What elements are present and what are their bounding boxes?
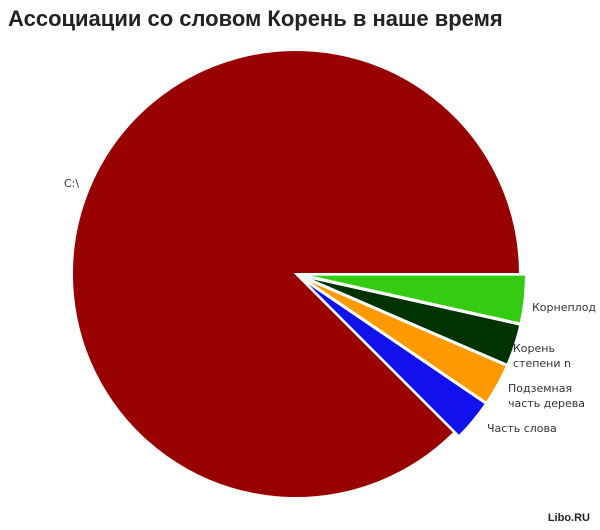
slice-label-1: Корнеплод <box>532 301 596 314</box>
slice-label-4: Часть слова <box>487 422 557 435</box>
pie-slice-2 <box>301 274 522 367</box>
pie-slice-1 <box>301 273 527 325</box>
watermark-logo: Libo.RU <box>547 512 590 524</box>
pie-slice-4 <box>299 276 488 438</box>
pie-slice-5 <box>71 49 522 499</box>
pie-slice-3 <box>300 275 509 405</box>
chart-title: Ассоциации со словом Корень в наше время <box>8 6 503 31</box>
slice-label-5: C:\ <box>64 177 79 190</box>
slice-label-3: Подземная часть дерева <box>508 382 585 410</box>
slice-label-2: Корень степени n <box>513 342 571 370</box>
